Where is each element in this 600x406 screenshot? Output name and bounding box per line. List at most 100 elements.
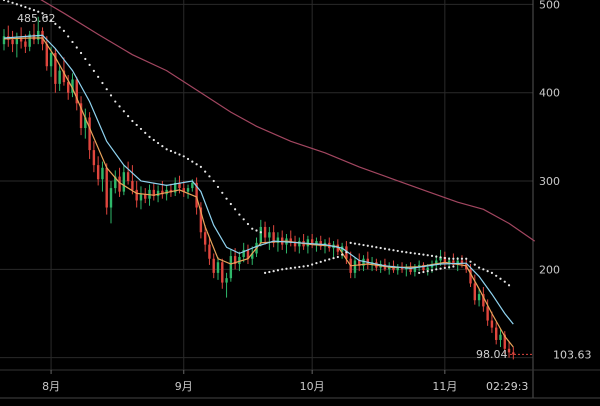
candle-body — [362, 258, 365, 266]
dots_upper2-dot — [388, 248, 391, 251]
candle-body — [144, 194, 147, 199]
candle-body — [24, 41, 27, 47]
candle-body — [161, 190, 164, 195]
candle-body — [11, 39, 14, 45]
dots_upper-dot — [37, 10, 40, 13]
candle-body — [67, 82, 70, 93]
candle-body — [366, 258, 369, 265]
candle-body — [62, 70, 66, 83]
dots_upper-dot — [165, 148, 168, 151]
candle-body — [118, 176, 121, 192]
candle-body — [221, 262, 224, 283]
dots_upper2-dot — [400, 250, 404, 253]
dots_upper-dot — [182, 155, 185, 158]
candle-body — [439, 256, 442, 261]
candle-body — [109, 188, 113, 208]
dots_upper-dot — [127, 115, 130, 118]
dots_upper-dot — [75, 46, 78, 49]
dots_upper-dot — [212, 179, 215, 183]
candle-body — [495, 327, 498, 340]
dots_upper-dot — [49, 19, 53, 22]
dots_upper2-dot — [358, 243, 361, 246]
candle-body — [507, 348, 511, 353]
candle-body — [225, 278, 228, 283]
candle-body — [79, 103, 83, 129]
candle-body — [486, 306, 489, 321]
dots_upper-dot — [54, 22, 57, 25]
dots_lower2-dot — [422, 270, 425, 274]
dots_lower-dot — [268, 270, 271, 274]
dots_upper-dot — [7, 0, 10, 3]
dots_upper2-dot — [443, 256, 446, 260]
candle-body — [435, 260, 438, 265]
candle-body — [460, 260, 464, 265]
dots_upper2-dot — [353, 242, 357, 245]
x-tick-label: 10月 — [300, 380, 325, 393]
dots_upper-dot — [238, 213, 241, 216]
dots_upper2-dot — [362, 243, 365, 247]
candle-body — [96, 165, 100, 180]
candle-body — [409, 267, 412, 272]
dots_upper-dot — [45, 15, 48, 18]
candle-body — [182, 188, 185, 192]
dots_lower2-dot — [426, 269, 429, 273]
candle-body — [152, 189, 155, 197]
candle-body — [353, 260, 357, 273]
candle-body — [263, 226, 267, 238]
ma_fast-line — [3, 37, 514, 348]
candle-body — [396, 266, 399, 271]
dots_upper-dot — [144, 131, 147, 134]
ma_mid-line — [3, 34, 514, 325]
y-tick-label: 400 — [539, 87, 560, 100]
dots_upper2-dot — [499, 277, 502, 280]
dots_upper2-dot — [396, 249, 399, 253]
dots_upper-dot — [79, 51, 83, 55]
candle-body — [75, 79, 78, 104]
dots_lower-dot — [319, 260, 322, 263]
candle-body — [174, 182, 177, 193]
dots_upper-dot — [178, 153, 181, 156]
dots_upper2-dot — [456, 257, 459, 260]
candle-body — [139, 194, 143, 201]
dots_lower-dot — [328, 258, 331, 261]
dots_lower-dot — [293, 266, 297, 269]
candle-body — [503, 334, 506, 349]
dots_lower-dot — [315, 262, 318, 265]
candle-body — [315, 241, 318, 245]
dots_upper2-dot — [507, 284, 511, 287]
dots_upper-dot — [221, 191, 224, 194]
dots_upper-dot — [259, 231, 262, 234]
candle-body — [229, 256, 233, 279]
dots_upper-dot — [199, 165, 202, 168]
dots_upper-dot — [195, 163, 198, 166]
candle-body — [49, 52, 53, 67]
dots_upper-dot — [251, 227, 254, 230]
dots_upper2-dot — [422, 253, 425, 256]
candle-body — [447, 260, 451, 265]
candle-body — [88, 117, 91, 151]
dots_upper-dot — [11, 1, 14, 4]
dots_upper-dot — [131, 119, 134, 123]
dots_upper2-dot — [477, 266, 481, 269]
y-tick-label: 500 — [539, 0, 560, 11]
dots_lower-dot — [332, 257, 335, 260]
dots_lower2-dot — [418, 271, 421, 274]
y-tick-label: 300 — [539, 175, 560, 188]
dots_lower2-dot — [430, 269, 434, 272]
dots_upper-dot — [186, 157, 190, 161]
dots_upper-dot — [204, 170, 207, 173]
dots_upper-dot — [101, 81, 104, 85]
candle-body — [289, 238, 292, 243]
candle-body — [195, 182, 198, 208]
candle-body — [413, 266, 417, 272]
dots_upper2-dot — [349, 241, 352, 244]
candle-body — [417, 264, 421, 267]
candle-body — [19, 37, 23, 42]
candle-body — [426, 267, 429, 271]
dots_upper-dot — [71, 40, 74, 44]
candle-body — [199, 207, 203, 233]
candle-body — [186, 188, 190, 192]
dots_upper-dot — [41, 12, 44, 15]
candle-body — [276, 237, 280, 243]
